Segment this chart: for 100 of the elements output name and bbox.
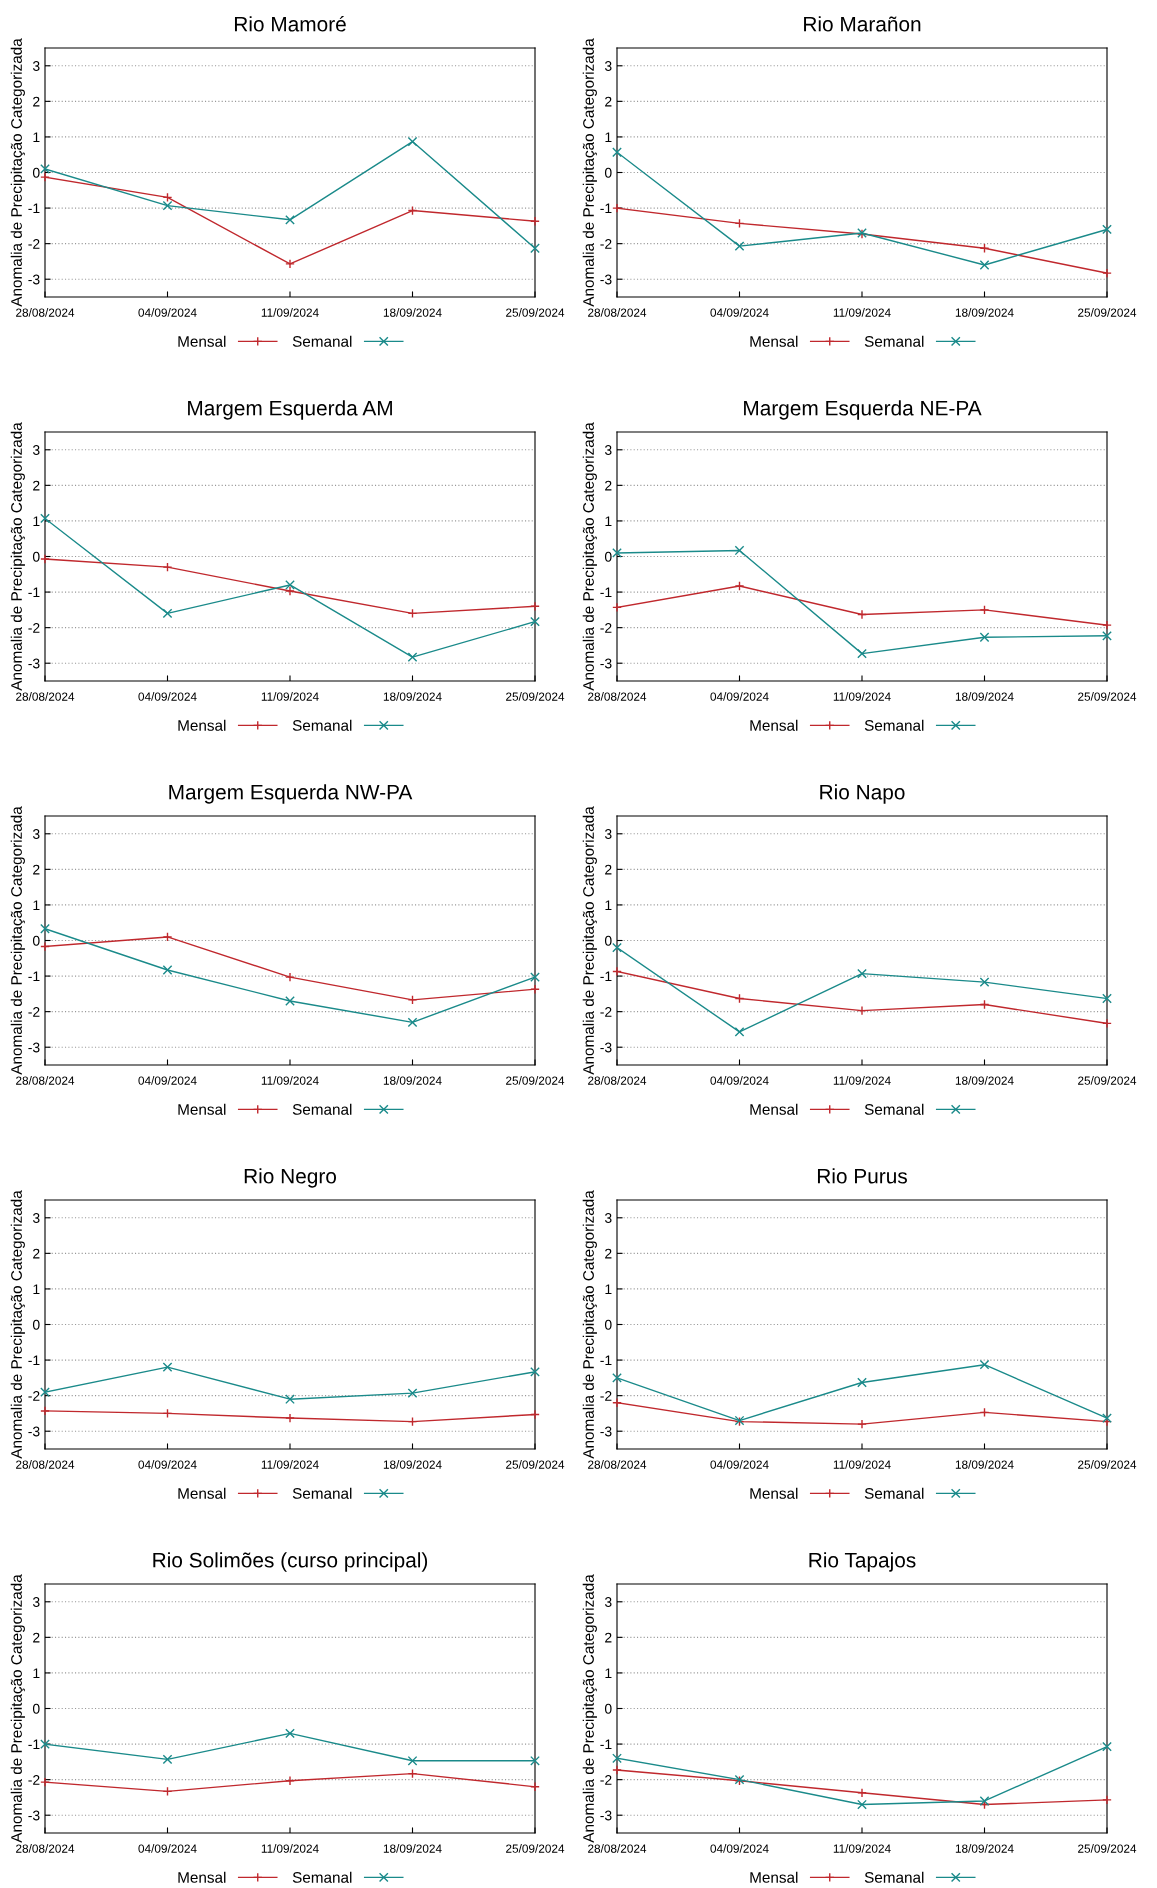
y-tick-label: 1 — [605, 1284, 612, 1294]
point — [40, 1777, 50, 1788]
x-tick-label: 11/09/2024 — [261, 1844, 319, 1853]
y-tick-label: -2 — [600, 1774, 612, 1785]
y-tick-label: 2 — [605, 96, 612, 107]
legend-label: Semanal — [292, 719, 352, 731]
point — [285, 259, 295, 269]
y-tick-label: 1 — [605, 900, 612, 910]
y-tick-label: -3 — [600, 1810, 612, 1821]
y-tick-label: 0 — [32, 1319, 40, 1330]
y-tick-label: 3 — [604, 1213, 612, 1223]
x-tick-label: 28/08/2024 — [16, 1460, 75, 1469]
y-tick-label: 1 — [33, 1668, 40, 1678]
y-tick-label: -2 — [28, 1390, 40, 1401]
point — [530, 601, 540, 612]
x-tick-label: 18/09/2024 — [383, 1844, 442, 1853]
legend-label: Semanal — [292, 1103, 352, 1115]
y-tick-label: 2 — [33, 1632, 40, 1643]
chart-title: Rio Negro — [244, 1168, 337, 1188]
point — [1102, 224, 1112, 235]
legend-label: Mensal — [750, 1871, 798, 1883]
y-tick-label: 3 — [604, 1597, 612, 1607]
x-tick-label: 25/09/2024 — [506, 692, 565, 701]
y-tick-label: -1 — [600, 203, 612, 214]
point — [979, 977, 990, 987]
point — [40, 172, 50, 182]
y-tick-label: -1 — [28, 203, 40, 214]
point — [612, 942, 622, 953]
x-tick-label: 11/09/2024 — [261, 1076, 319, 1085]
point — [530, 243, 540, 254]
y-axis-title: Anomalia de Precipitação Categorizada — [10, 1190, 26, 1459]
point — [530, 1755, 540, 1766]
legend-label: Mensal — [178, 1487, 226, 1499]
point — [407, 1017, 418, 1028]
y-tick-label: -1 — [28, 1355, 40, 1366]
x-tick-label: 11/09/2024 — [261, 308, 319, 317]
point — [285, 1728, 295, 1739]
point — [979, 604, 990, 615]
point — [612, 548, 622, 558]
y-tick-label: -1 — [600, 971, 612, 982]
point — [734, 581, 745, 591]
chart-title: Rio Purus — [817, 1168, 907, 1184]
x-tick-label: 25/09/2024 — [1078, 308, 1137, 317]
y-axis-title: Anomalia de Precipitação Categorizada — [582, 1190, 598, 1459]
y-tick-label: -2 — [600, 238, 612, 249]
y-tick-label: 3 — [32, 829, 40, 839]
y-tick-label: 3 — [604, 61, 612, 71]
y-tick-label: -3 — [600, 274, 612, 285]
y-tick-label: 2 — [33, 480, 40, 491]
x-tick-label: 11/09/2024 — [833, 1460, 891, 1469]
chart-title: Rio Solimões (curso principal) — [153, 1552, 428, 1572]
point — [857, 1377, 867, 1388]
y-tick-label: -1 — [28, 1739, 40, 1750]
x-tick-label: 28/08/2024 — [588, 692, 647, 701]
point — [285, 586, 295, 596]
point — [407, 136, 418, 147]
point — [285, 1413, 295, 1423]
point — [530, 1781, 540, 1792]
y-tick-label: 0 — [32, 1703, 40, 1714]
point — [530, 216, 540, 227]
y-tick-label: 0 — [32, 551, 40, 562]
x-tick-label: 28/08/2024 — [16, 1076, 75, 1085]
y-axis-title: Anomalia de Precipitação Categorizada — [10, 38, 26, 307]
x-tick-label: 18/09/2024 — [955, 1460, 1014, 1469]
x-tick-label: 04/09/2024 — [138, 1844, 197, 1853]
x-tick-label: 25/09/2024 — [1078, 1076, 1137, 1085]
x-tick-label: 25/09/2024 — [506, 1076, 565, 1085]
y-tick-label: -1 — [600, 1739, 612, 1750]
x-tick-label: 18/09/2024 — [955, 308, 1014, 317]
point — [285, 214, 295, 225]
x-tick-label: 18/09/2024 — [383, 308, 442, 317]
point — [40, 1387, 50, 1397]
x-tick-label: 28/08/2024 — [588, 1844, 647, 1853]
point — [979, 632, 990, 643]
legend-label: Semanal — [292, 1487, 352, 1499]
x-tick-label: 18/09/2024 — [955, 1844, 1014, 1853]
x-tick-label: 04/09/2024 — [710, 1076, 769, 1085]
x-tick-label: 25/09/2024 — [506, 1460, 565, 1469]
point — [857, 968, 867, 979]
point — [40, 1406, 50, 1416]
y-tick-label: -1 — [600, 587, 612, 598]
point — [857, 648, 867, 659]
legend-label: Semanal — [864, 1103, 924, 1115]
point — [40, 923, 50, 934]
y-tick-label: 1 — [605, 132, 612, 142]
y-axis-title: Anomalia de Precipitação Categorizada — [582, 422, 598, 691]
y-tick-label: 0 — [604, 1319, 612, 1330]
point — [285, 580, 295, 590]
y-axis-title: Anomalia de Precipitação Categorizada — [582, 806, 598, 1075]
y-tick-label: 2 — [33, 96, 40, 107]
point — [162, 608, 173, 619]
point — [530, 1366, 540, 1377]
point — [162, 200, 173, 211]
x-tick-label: 11/09/2024 — [833, 1844, 891, 1853]
y-axis-title: Anomalia de Precipitação Categorizada — [10, 1574, 26, 1843]
point — [612, 1765, 622, 1775]
y-tick-label: 0 — [604, 167, 612, 178]
legend-label: Mensal — [178, 1103, 226, 1115]
point — [1102, 1018, 1112, 1029]
legend-label: Mensal — [750, 719, 798, 731]
